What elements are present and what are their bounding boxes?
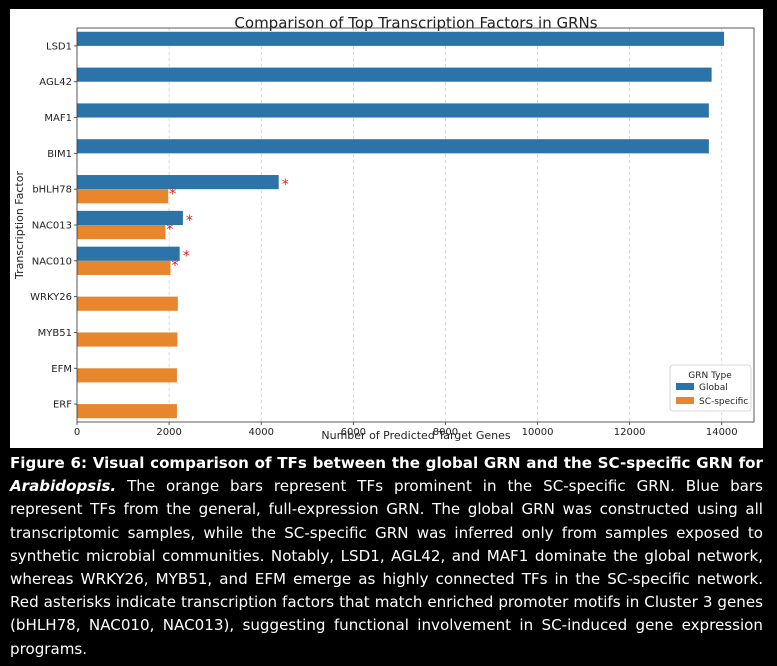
bar-sc-specific xyxy=(77,189,169,204)
x-tick-label: 6000 xyxy=(341,427,366,438)
bar-sc-specific xyxy=(77,404,177,419)
y-tick-label: ERF xyxy=(53,400,72,411)
asterisk-global: * xyxy=(282,177,289,193)
bar-sc-specific xyxy=(77,332,178,347)
legend-swatch-sc-specific xyxy=(676,397,694,404)
bars xyxy=(77,31,725,419)
legend: GRN Type Global SC-specific xyxy=(669,364,752,412)
x-tick-labels: 0 2000 4000 6000 8000 10000 12000 14000 xyxy=(74,422,738,438)
y-axis-label: Transcription Factor xyxy=(13,171,26,280)
y-tick-label: AGL42 xyxy=(39,77,72,88)
x-tick-label: 12000 xyxy=(614,427,646,438)
asterisk-global: * xyxy=(186,213,193,229)
bar-global xyxy=(77,139,709,154)
y-tick-label: LSD1 xyxy=(46,41,72,52)
bar-global xyxy=(77,210,183,225)
x-tick-label: 8000 xyxy=(433,427,458,438)
x-tick-label: 2000 xyxy=(156,427,181,438)
bar-sc-specific xyxy=(77,368,177,383)
legend-label-global: Global xyxy=(699,383,728,393)
caption-label: Figure 6: Visual comparison of TFs betwe… xyxy=(10,454,763,472)
y-tick-label: BIM1 xyxy=(47,149,72,160)
y-tick-label: EFM xyxy=(51,364,72,375)
y-tick-label: bHLH78 xyxy=(32,185,72,196)
bar-sc-specific xyxy=(77,260,171,275)
x-tick-label: 0 xyxy=(74,427,80,438)
asterisk-sc-specific: * xyxy=(166,222,173,238)
caption-species: Arabidopsis. xyxy=(10,477,117,496)
x-tick-label: 14000 xyxy=(706,427,738,438)
y-tick-label: MAF1 xyxy=(44,113,72,124)
legend-swatch-global xyxy=(676,383,694,390)
asterisk-sc-specific: * xyxy=(169,186,176,202)
y-tick-labels: LSD1 AGL42 MAF1 BIM1 bHLH78 NAC013 NAC010 WRKY2… xyxy=(30,41,77,411)
bar-global xyxy=(77,246,180,261)
x-axis-label: Number of Predicted Target Genes xyxy=(321,429,510,442)
y-tick-label: MYB51 xyxy=(38,328,72,339)
bar-global xyxy=(77,31,725,46)
y-tick-label: NAC013 xyxy=(32,221,72,232)
chart-figure: Comparison of Top Transcription Factors … xyxy=(10,9,763,448)
motif-asterisks: * * * * * * xyxy=(166,177,288,274)
asterisk-global: * xyxy=(183,249,190,265)
caption-text: The orange bars represent TFs prominent … xyxy=(10,477,763,658)
legend-label-sc-specific: SC-specific xyxy=(699,397,748,407)
y-tick-label: NAC010 xyxy=(32,256,72,267)
bar-chart: Comparison of Top Transcription Factors … xyxy=(13,14,755,442)
bar-sc-specific xyxy=(77,296,178,311)
bar-sc-specific xyxy=(77,225,166,240)
x-tick-label: 4000 xyxy=(248,427,273,438)
bar-global xyxy=(77,67,712,82)
legend-title: GRN Type xyxy=(688,371,732,381)
bar-global xyxy=(77,103,709,118)
y-tick-label: WRKY26 xyxy=(30,292,72,303)
chart-title: Comparison of Top Transcription Factors … xyxy=(234,14,597,32)
x-tick-label: 10000 xyxy=(522,427,554,438)
bar-global xyxy=(77,175,279,190)
figure-caption: Figure 6: Visual comparison of TFs betwe… xyxy=(10,452,763,661)
asterisk-sc-specific: * xyxy=(171,258,178,274)
